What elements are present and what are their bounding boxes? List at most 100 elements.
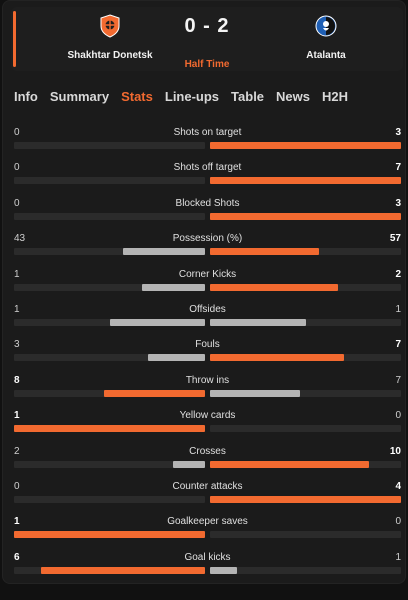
stat-home-value: 0	[14, 481, 20, 492]
stat-away-bar-track	[210, 142, 401, 149]
tab-line-ups[interactable]: Line-ups	[164, 89, 220, 104]
stat-home-value: 6	[14, 551, 20, 563]
stat-label: Fouls	[195, 339, 220, 351]
stat-home-value: 1	[14, 516, 20, 528]
stat-away-value: 7	[395, 339, 401, 351]
stat-row: 6 Goal kicks 1	[14, 552, 401, 582]
stat-away-bar-track	[210, 177, 401, 185]
stat-home-bar-track	[14, 354, 205, 362]
stat-home-bar-track	[14, 425, 205, 433]
stat-home-bar-track	[14, 142, 205, 149]
stat-label: Possession (%)	[172, 233, 243, 245]
stat-label: Throw ins	[185, 374, 230, 386]
stat-away-bar-track	[210, 425, 401, 433]
stat-row: 2 Crosses 10	[14, 446, 401, 476]
match-header: Shakhtar Donetsk 0 - 2 Half Time Atalant…	[11, 7, 403, 71]
stat-away-bar-fill	[210, 319, 306, 326]
stat-home-bar-fill	[122, 248, 205, 256]
stat-away-bar-fill	[210, 142, 401, 149]
stat-home-bar-track	[14, 319, 205, 326]
home-team[interactable]: Shakhtar Donetsk	[45, 7, 175, 71]
stat-home-bar-track	[14, 283, 205, 291]
away-team[interactable]: Atalanta	[261, 7, 391, 71]
stat-home-bar-fill	[103, 389, 205, 397]
stat-away-bar-fill	[210, 496, 401, 503]
stat-away-bar-track	[210, 354, 401, 362]
stat-label: Goal kicks	[184, 551, 231, 563]
stat-row: 1 Goalkeeper saves 0	[14, 516, 401, 546]
stat-away-bar-track	[210, 531, 401, 539]
stat-away-bar-track	[210, 283, 401, 291]
shakhtar-crest-icon	[100, 14, 120, 38]
tab-news[interactable]: News	[276, 89, 311, 104]
match-period: Half Time	[184, 59, 230, 70]
tab-h2h[interactable]: H2H	[322, 89, 349, 104]
stat-row: 3 Fouls 7	[14, 339, 401, 369]
stat-home-value: 43	[14, 233, 26, 245]
stat-away-bar-fill	[210, 283, 338, 291]
stat-label: Yellow cards	[179, 410, 236, 422]
stat-away-bar-track	[210, 319, 401, 326]
stat-home-value: 1	[14, 268, 20, 280]
stat-away-bar-fill	[210, 354, 344, 362]
stat-home-bar-fill	[109, 319, 205, 326]
stat-home-bar-track	[14, 212, 205, 220]
stat-home-value: 0	[14, 127, 20, 138]
stat-home-bar-fill	[14, 425, 205, 433]
away-team-name: Atalanta	[306, 50, 346, 61]
stat-home-bar-track	[14, 460, 205, 468]
stat-home-bar-fill	[40, 566, 205, 574]
stat-row: 1 Yellow cards 0	[14, 410, 401, 440]
stat-home-bar-track	[14, 389, 205, 397]
stat-away-bar-track	[210, 496, 401, 503]
stat-away-value: 57	[389, 233, 401, 245]
stat-label: Offsides	[189, 304, 226, 315]
stat-home-value: 8	[14, 374, 20, 386]
tab-info[interactable]: Info	[14, 89, 38, 104]
stat-label: Shots off target	[173, 162, 242, 174]
stat-row: 8 Throw ins 7	[14, 375, 401, 405]
tab-summary[interactable]: Summary	[49, 89, 110, 104]
stat-home-bar-fill	[14, 531, 205, 539]
stat-label: Goalkeeper saves	[167, 516, 248, 528]
stat-away-value: 1	[395, 304, 401, 315]
stat-away-bar-fill	[210, 248, 319, 256]
tab-stats[interactable]: Stats	[121, 89, 153, 104]
stat-away-value: 7	[395, 162, 401, 174]
stat-row: 0 Counter attacks 4	[14, 481, 401, 511]
stat-home-value: 1	[14, 410, 20, 422]
stat-label: Blocked Shots	[175, 197, 240, 209]
stat-away-value: 2	[395, 268, 401, 280]
header-accent-bar	[13, 11, 16, 67]
stat-home-bar-fill	[147, 354, 205, 362]
stat-home-value: 3	[14, 339, 20, 351]
stat-row: 1 Corner Kicks 2	[14, 269, 401, 299]
atalanta-crest-icon	[315, 15, 337, 37]
stat-away-bar-fill	[210, 389, 300, 397]
match-tabs: Info Summary Stats Line-ups Table News H…	[14, 89, 360, 109]
stat-away-bar-track	[210, 389, 401, 397]
stat-away-value: 3	[395, 127, 401, 138]
stat-away-bar-fill	[210, 566, 237, 574]
stat-home-value: 0	[14, 197, 20, 209]
tab-table[interactable]: Table	[231, 89, 265, 104]
home-team-name: Shakhtar Donetsk	[67, 50, 153, 61]
stat-away-bar-track	[210, 248, 401, 256]
stat-row: 0 Shots on target 3	[14, 127, 401, 157]
stat-away-bar-fill	[210, 460, 369, 468]
stat-home-bar-track	[14, 496, 205, 503]
stat-home-value: 2	[14, 445, 20, 457]
stat-away-value: 0	[395, 516, 401, 528]
stat-home-bar-track	[14, 248, 205, 256]
stat-away-bar-track	[210, 212, 401, 220]
stat-away-value: 4	[395, 481, 401, 492]
stat-label: Counter attacks	[172, 481, 243, 492]
stat-home-bar-fill	[141, 283, 205, 291]
stat-row: 0 Shots off target 7	[14, 162, 401, 192]
stat-away-value: 1	[395, 551, 401, 563]
stat-away-value: 10	[389, 445, 401, 457]
stat-away-bar-fill	[210, 212, 401, 220]
match-panel: Shakhtar Donetsk 0 - 2 Half Time Atalant…	[2, 0, 406, 584]
stat-row: 1 Offsides 1	[14, 304, 401, 334]
stat-home-bar-track	[14, 177, 205, 185]
